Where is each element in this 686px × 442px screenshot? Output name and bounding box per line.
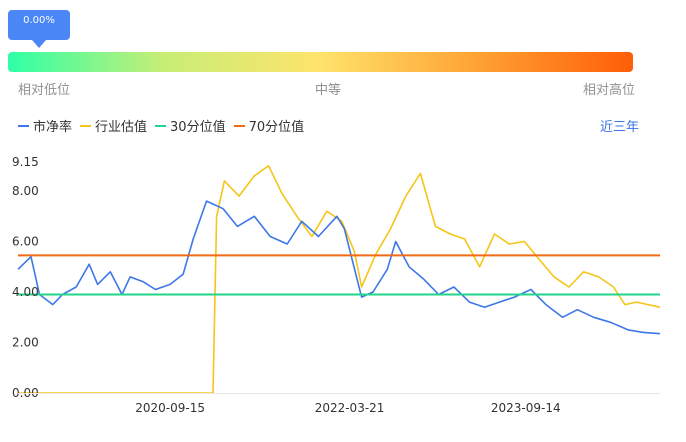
x-tick-label: 2020-09-15: [135, 401, 205, 415]
legend-swatch-p70: [233, 124, 245, 127]
series-line-pb: [17, 200, 661, 335]
y-tick-label: 4.00: [12, 285, 39, 299]
scale-mid-label: 中等: [315, 83, 342, 98]
y-tick-label: 8.00: [12, 184, 39, 198]
valuation-gauge: 0.00% 相对低位 中等 相对高位: [0, 0, 686, 100]
percentile-label: 0.00%: [23, 15, 55, 26]
legend-swatch-industry: [80, 124, 92, 127]
scale-high-label: 相对高位: [583, 83, 636, 98]
y-tick-label: 9.15: [12, 155, 39, 169]
scale-low-label: 相对低位: [18, 83, 71, 98]
legend-item-industry[interactable]: 行业估值: [80, 116, 147, 135]
legend-label-pb: 市净率: [33, 120, 73, 135]
x-tick-label: 2023-09-14: [491, 401, 561, 415]
chart-series: [17, 165, 661, 394]
series-line-industry: [18, 165, 661, 394]
legend-item-pb[interactable]: 市净率: [18, 116, 72, 135]
legend-label-p30: 30分位值: [170, 120, 226, 135]
valuation-gradient-bar: [8, 52, 633, 72]
legend-label-industry: 行业估值: [95, 120, 148, 135]
percentile-bubble: 0.00%: [8, 10, 70, 48]
legend-label-p70: 70分位值: [248, 120, 305, 135]
y-tick-label: 2.00: [12, 336, 39, 350]
legend-swatch-p30: [155, 124, 167, 127]
range-selector-3y[interactable]: 近三年: [600, 120, 640, 135]
chart-legend: 市净率 行业估值 30分位值 70分位值: [18, 116, 312, 135]
legend-swatch-pb: [18, 124, 29, 127]
y-tick-label: 6.00: [12, 235, 39, 249]
legend-item-p70[interactable]: 70分位值: [233, 116, 305, 135]
x-tick-label: 2022-03-21: [315, 401, 385, 415]
legend-item-p30[interactable]: 30分位值: [155, 116, 226, 135]
